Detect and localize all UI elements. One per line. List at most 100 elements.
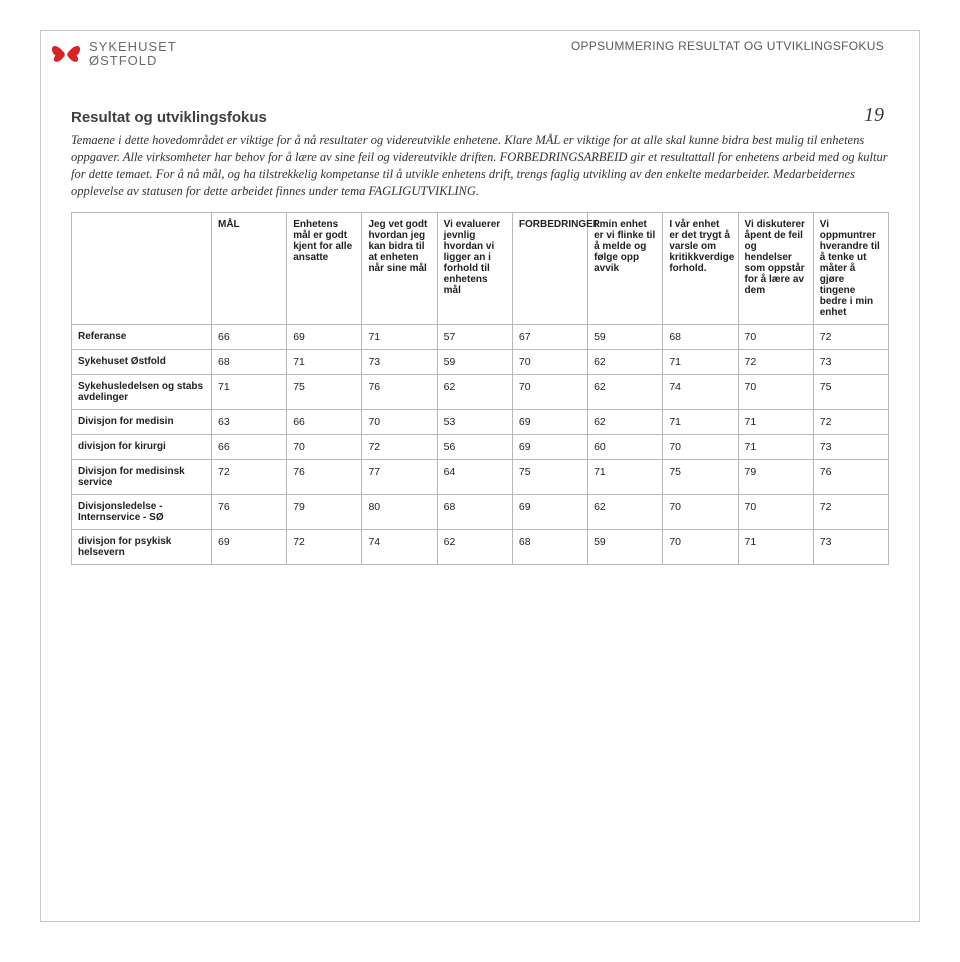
col-header: FORBEDRINGER <box>512 212 587 324</box>
cell-value: 70 <box>287 434 362 459</box>
cell-value: 80 <box>362 494 437 529</box>
col-header: Enhetens mål er godt kjent for alle ansa… <box>287 212 362 324</box>
cell-value: 62 <box>437 529 512 564</box>
cell-value: 72 <box>813 409 888 434</box>
logo-text: SYKEHUSET ØSTFOLD <box>89 40 177 69</box>
row-label: Divisjon for medisin <box>72 409 212 434</box>
cell-value: 62 <box>588 349 663 374</box>
cell-value: 72 <box>813 324 888 349</box>
cell-value: 74 <box>362 529 437 564</box>
cell-value: 69 <box>512 434 587 459</box>
cell-value: 70 <box>663 434 738 459</box>
cell-value: 69 <box>512 409 587 434</box>
page-frame: SYKEHUSET ØSTFOLD OPPSUMMERING RESULTAT … <box>40 30 920 922</box>
logo-line1: SYKEHUSET <box>89 40 177 54</box>
cell-value: 60 <box>588 434 663 459</box>
cell-value: 70 <box>738 494 813 529</box>
cell-value: 62 <box>437 374 512 409</box>
cell-value: 62 <box>588 374 663 409</box>
table-row: Divisjon for medisin636670536962717172 <box>72 409 889 434</box>
cell-value: 72 <box>212 459 287 494</box>
cell-value: 75 <box>512 459 587 494</box>
table-row: Sykehuset Østfold687173597062717273 <box>72 349 889 374</box>
row-label: Divisjon for medisinsk service <box>72 459 212 494</box>
cell-value: 74 <box>663 374 738 409</box>
cell-value: 71 <box>287 349 362 374</box>
cell-value: 71 <box>663 409 738 434</box>
cell-value: 75 <box>663 459 738 494</box>
results-table: MÅLEnhetens mål er godt kjent for alle a… <box>71 212 889 565</box>
cell-value: 73 <box>813 349 888 374</box>
cell-value: 68 <box>212 349 287 374</box>
cell-value: 57 <box>437 324 512 349</box>
butterfly-icon <box>49 39 83 69</box>
cell-value: 59 <box>588 529 663 564</box>
col-rowlabel <box>72 212 212 324</box>
cell-value: 56 <box>437 434 512 459</box>
cell-value: 53 <box>437 409 512 434</box>
cell-value: 59 <box>588 324 663 349</box>
col-header: Vi diskuterer åpent de feil og hendelser… <box>738 212 813 324</box>
page-number: 19 <box>864 104 884 127</box>
cell-value: 72 <box>738 349 813 374</box>
cell-value: 70 <box>738 324 813 349</box>
cell-value: 70 <box>663 529 738 564</box>
col-header: MÅL <box>212 212 287 324</box>
cell-value: 79 <box>287 494 362 529</box>
row-label: Referanse <box>72 324 212 349</box>
cell-value: 66 <box>212 324 287 349</box>
cell-value: 64 <box>437 459 512 494</box>
cell-value: 66 <box>287 409 362 434</box>
cell-value: 72 <box>362 434 437 459</box>
cell-value: 69 <box>512 494 587 529</box>
table-row: divisjon for psykisk helsevern6972746268… <box>72 529 889 564</box>
cell-value: 70 <box>663 494 738 529</box>
table-row: divisjon for kirurgi667072566960707173 <box>72 434 889 459</box>
cell-value: 70 <box>512 374 587 409</box>
table-row: Sykehusledelsen og stabs avdelinger71757… <box>72 374 889 409</box>
cell-value: 62 <box>588 409 663 434</box>
cell-value: 73 <box>813 529 888 564</box>
cell-value: 77 <box>362 459 437 494</box>
cell-value: 63 <box>212 409 287 434</box>
cell-value: 75 <box>813 374 888 409</box>
table-row: Divisjonsledelse - Internservice - SØ767… <box>72 494 889 529</box>
cell-value: 69 <box>287 324 362 349</box>
cell-value: 68 <box>512 529 587 564</box>
cell-value: 66 <box>212 434 287 459</box>
cell-value: 75 <box>287 374 362 409</box>
cell-value: 76 <box>813 459 888 494</box>
row-label: Sykehusledelsen og stabs avdelinger <box>72 374 212 409</box>
cell-value: 69 <box>212 529 287 564</box>
col-header: Vi evaluerer jevnlig hvordan vi ligger a… <box>437 212 512 324</box>
row-label: divisjon for psykisk helsevern <box>72 529 212 564</box>
cell-value: 68 <box>437 494 512 529</box>
row-label: divisjon for kirurgi <box>72 434 212 459</box>
cell-value: 71 <box>212 374 287 409</box>
cell-value: 71 <box>362 324 437 349</box>
cell-value: 70 <box>738 374 813 409</box>
cell-value: 76 <box>287 459 362 494</box>
table-row: Divisjon for medisinsk service7276776475… <box>72 459 889 494</box>
row-label: Sykehuset Østfold <box>72 349 212 374</box>
logo: SYKEHUSET ØSTFOLD <box>49 39 177 69</box>
cell-value: 76 <box>212 494 287 529</box>
section-title: Resultat og utviklingsfokus <box>71 109 889 126</box>
col-header: Jeg vet godt hvordan jeg kan bidra til a… <box>362 212 437 324</box>
table-body: Referanse666971576759687072Sykehuset Øst… <box>72 324 889 564</box>
cell-value: 71 <box>738 529 813 564</box>
cell-value: 70 <box>362 409 437 434</box>
cell-value: 73 <box>813 434 888 459</box>
cell-value: 68 <box>663 324 738 349</box>
table-header: MÅLEnhetens mål er godt kjent for alle a… <box>72 212 889 324</box>
cell-value: 71 <box>738 409 813 434</box>
table-row: Referanse666971576759687072 <box>72 324 889 349</box>
logo-line2: ØSTFOLD <box>89 54 177 68</box>
cell-value: 73 <box>362 349 437 374</box>
page-header-label: OPPSUMMERING RESULTAT OG UTVIKLINGSFOKUS <box>571 39 884 53</box>
cell-value: 79 <box>738 459 813 494</box>
cell-value: 72 <box>813 494 888 529</box>
cell-value: 70 <box>512 349 587 374</box>
cell-value: 71 <box>738 434 813 459</box>
col-header: I min enhet er vi flinke til å melde og … <box>588 212 663 324</box>
